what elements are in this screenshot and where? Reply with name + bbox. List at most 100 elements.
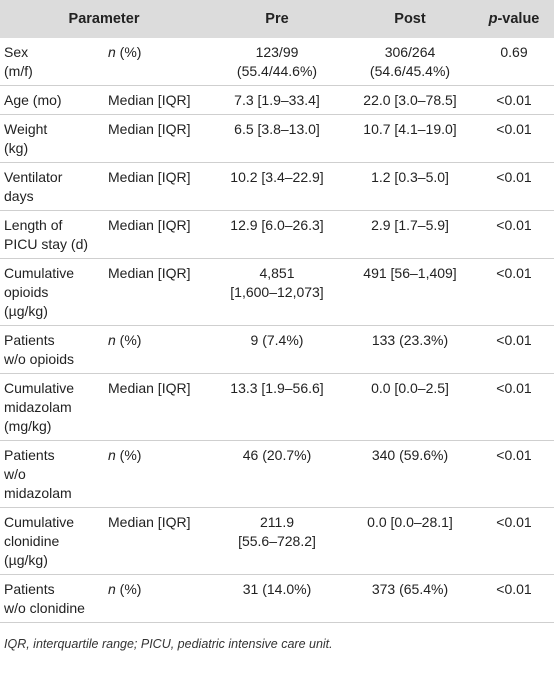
post-value-line: (54.6/45.4%) <box>369 63 451 79</box>
parameter-line: Ventilator <box>4 169 63 185</box>
parameter-line: (µg/kg) <box>4 552 48 568</box>
cell-post: 133 (23.3%) <box>346 326 474 374</box>
statistic-label: Median [IQR] <box>108 265 191 281</box>
cell-parameter: Sex (m/f) <box>0 38 108 86</box>
cell-pvalue: <0.01 <box>496 169 532 185</box>
parameter-line: (µg/kg) <box>4 303 48 319</box>
cell-parameter: Patients w/o midazolam <box>0 441 108 508</box>
cell-pre: 4,851 [1,600–12,073] <box>208 259 346 326</box>
cell-statistic: Median [IQR] <box>108 163 208 211</box>
parameter-line: midazolam <box>4 485 72 501</box>
cell-parameter: Age (mo) <box>0 86 108 115</box>
cell-pre: 7.3 [1.9–33.4] <box>208 86 346 115</box>
header-pre: Pre <box>208 0 346 38</box>
header-pre-label: Pre <box>265 11 289 27</box>
cell-pvalue: <0.01 <box>496 581 532 597</box>
parameter-line: Cumulative <box>4 265 75 281</box>
cell-post: 1.2 [0.3–5.0] <box>346 163 474 211</box>
parameter-line: Weight <box>4 121 48 137</box>
statistic-italic: n <box>108 447 116 463</box>
pre-value-line: [1,600–12,073] <box>230 284 324 300</box>
cell-parameter: Cumulative midazolam (mg/kg) <box>0 374 108 441</box>
parameter-line: w/o <box>4 466 26 482</box>
parameter-line: Cumulative <box>4 380 75 396</box>
statistic-italic: n <box>108 332 116 348</box>
parameter-line: Age (mo) <box>4 92 62 108</box>
post-value-line: 0.0 [0.0–28.1] <box>367 514 453 530</box>
cell-statistic: n (%) <box>108 326 208 374</box>
header-parameter-label: Parameter <box>68 11 140 27</box>
pre-value-line: 6.5 [3.8–13.0] <box>234 121 320 137</box>
cell-pvalue: <0.01 <box>496 121 532 137</box>
statistic-label: Median [IQR] <box>108 92 191 108</box>
parameter-line: w/o clonidine <box>4 600 85 616</box>
header-pvalue-rest: -value <box>497 11 540 27</box>
statistic-label: Median [IQR] <box>108 121 191 137</box>
pre-value-line: (55.4/44.6%) <box>236 63 318 79</box>
cell-pvalue: <0.01 <box>496 380 532 396</box>
statistic-label: (%) <box>115 581 142 597</box>
cell-pvalue: <0.01 <box>496 265 532 281</box>
table-row: Cumulative opioids (µg/kg) Median [IQR] 4,85… <box>0 259 554 326</box>
pre-value-line: 12.9 [6.0–26.3] <box>230 217 324 233</box>
table-header: Parameter Pre Post p-value <box>0 0 554 38</box>
header-post: Post <box>346 0 474 38</box>
table-row: Cumulative clonidine (µg/kg) Median [IQR] 21… <box>0 508 554 575</box>
cell-parameter: Ventilator days <box>0 163 108 211</box>
cell-parameter: Length of PICU stay (d) <box>0 211 108 259</box>
statistic-label: (%) <box>115 44 142 60</box>
header-row: Parameter Pre Post p-value <box>0 0 554 38</box>
cell-post: 306/264 (54.6/45.4%) <box>346 38 474 86</box>
cell-pre: 12.9 [6.0–26.3] <box>208 211 346 259</box>
cell-pvalue: <0.01 <box>496 514 532 530</box>
cell-pre: 46 (20.7%) <box>208 441 346 508</box>
cell-parameter: Patients w/o opioids <box>0 326 108 374</box>
cell-post: 0.0 [0.0–28.1] <box>346 508 474 575</box>
parameter-line: opioids <box>4 284 49 300</box>
cell-pre: 211.9 [55.6–728.2] <box>208 508 346 575</box>
cell-post: 491 [56–1,409] <box>346 259 474 326</box>
post-value-line: 133 (23.3%) <box>371 332 449 348</box>
post-value-line: 491 [56–1,409] <box>363 265 457 281</box>
cell-pre: 13.3 [1.9–56.6] <box>208 374 346 441</box>
table-footnote: IQR, interquartile range; PICU, pediatri… <box>4 637 333 651</box>
cell-pvalue: <0.01 <box>496 447 532 463</box>
parameter-line: PICU stay (d) <box>4 236 89 252</box>
statistic-label: Median [IQR] <box>108 217 191 233</box>
parameter-line: Sex <box>4 44 29 60</box>
table-row: Ventilator days Median [IQR] 10.2 [3.4–22.9… <box>0 163 554 211</box>
cell-pre: 10.2 [3.4–22.9] <box>208 163 346 211</box>
header-pvalue: p-value <box>474 0 554 38</box>
cell-statistic: Median [IQR] <box>108 374 208 441</box>
cell-pvalue: 0.69 <box>500 44 528 60</box>
statistic-label: (%) <box>115 332 142 348</box>
post-value-line: 0.0 [0.0–2.5] <box>371 380 449 396</box>
pre-value-line: [55.6–728.2] <box>238 533 316 549</box>
cell-pre: 6.5 [3.8–13.0] <box>208 115 346 163</box>
data-table: Parameter Pre Post p-value Sex (m/f) n (%)… <box>0 0 554 623</box>
cell-post: 2.9 [1.7–5.9] <box>346 211 474 259</box>
table-row: Patients w/o midazolam n (%) 46 (20.7%) 340 (… <box>0 441 554 508</box>
cell-pvalue: <0.01 <box>496 92 532 108</box>
cell-post: 340 (59.6%) <box>346 441 474 508</box>
post-value-line: 306/264 <box>384 44 436 60</box>
header-post-label: Post <box>394 11 426 27</box>
cell-pre: 9 (7.4%) <box>208 326 346 374</box>
statistic-label: (%) <box>115 447 142 463</box>
pre-value-line: 13.3 [1.9–56.6] <box>230 380 324 396</box>
pre-value-line: 46 (20.7%) <box>242 447 312 463</box>
cell-post: 22.0 [3.0–78.5] <box>346 86 474 115</box>
pre-value-line: 31 (14.0%) <box>242 581 312 597</box>
table-row: Sex (m/f) n (%) 123/99 (55.4/44.6%) 306/264 (5… <box>0 38 554 86</box>
cell-pvalue: <0.01 <box>496 332 532 348</box>
cell-statistic: Median [IQR] <box>108 211 208 259</box>
pre-value-line: 123/99 <box>255 44 299 60</box>
cell-pre: 31 (14.0%) <box>208 575 346 623</box>
table-row: Patients w/o clonidine n (%) 31 (14.0%) 373 … <box>0 575 554 623</box>
cell-parameter: Weight (kg) <box>0 115 108 163</box>
cell-statistic: Median [IQR] <box>108 259 208 326</box>
cell-post: 10.7 [4.1–19.0] <box>346 115 474 163</box>
parameter-line: Cumulative <box>4 514 75 530</box>
cell-parameter: Cumulative clonidine (µg/kg) <box>0 508 108 575</box>
parameter-line: midazolam <box>4 399 72 415</box>
